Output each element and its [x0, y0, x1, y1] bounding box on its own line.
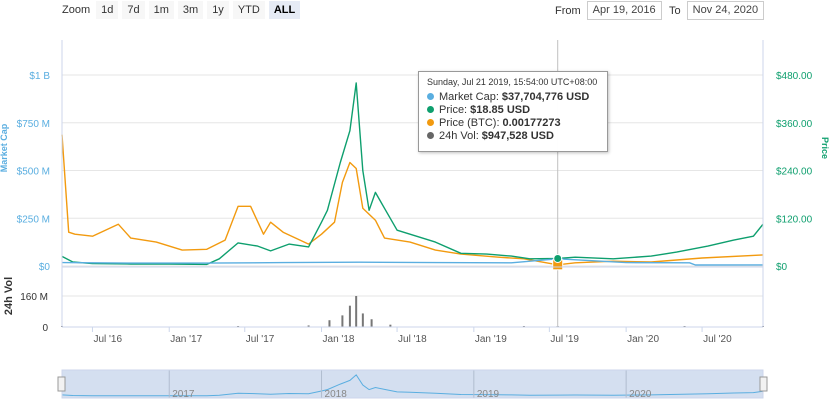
tooltip-header: Sunday, Jul 21 2019, 15:54:00 UTC+08:00	[427, 77, 598, 87]
tooltip-row-market-cap: Market Cap: $37,704,776 USD	[427, 90, 599, 103]
x-axis-tick-label: Jan '20	[627, 334, 659, 345]
tooltip-row-price: Price: $18.85 USD	[427, 103, 599, 116]
date-range-to: To Nov 24, 2020	[669, 1, 765, 20]
price-marker	[553, 253, 563, 263]
right-axis-tick-label: $360.00	[776, 119, 813, 130]
left-axis-tick-label: $500 M	[17, 167, 50, 178]
zoom-selector: Zoom 1d 7d 1m 3m 1y YTD ALL	[62, 1, 304, 19]
tooltip-label: Price (BTC):	[439, 116, 500, 129]
x-axis-tick-label: Jan '18	[323, 334, 355, 345]
volume-axis-tick-label: 160 M	[20, 292, 48, 303]
volume-axis-title: 24h Vol	[3, 277, 15, 315]
date-range-from: From Apr 19, 2016	[555, 1, 662, 20]
left-axis-tick-label: $750 M	[17, 119, 50, 130]
to-label: To	[669, 4, 681, 17]
tooltip-label: Price:	[439, 103, 468, 116]
right-axis-tick-label: $240.00	[776, 167, 813, 178]
zoom-label: Zoom	[62, 4, 91, 16]
price-btc-dot-icon	[427, 119, 434, 126]
volume-bar	[328, 320, 331, 327]
navigator-tick-label: 2020	[629, 389, 652, 400]
tooltip-value: $18.85 USD	[470, 103, 531, 116]
x-axis-tick-label: Jul '16	[93, 334, 122, 345]
zoom-button-all[interactable]: ALL	[268, 1, 301, 19]
volume-bar	[361, 313, 364, 327]
tooltip-value: $37,704,776 USD	[501, 90, 590, 103]
right-axis-tick-label: $120.00	[776, 214, 813, 225]
tooltip-value: 0.00177273	[502, 116, 561, 129]
x-axis-tick-label: Jan '17	[170, 334, 202, 345]
x-axis-tick-label: Jul '19	[550, 334, 579, 345]
x-axis-tick-label: Jan '19	[475, 334, 507, 345]
navigator-tick-label: 2018	[325, 389, 348, 400]
left-axis-tick-label: $250 M	[17, 214, 50, 225]
right-axis-tick-label: $0	[776, 262, 788, 273]
market-cap-line	[61, 258, 764, 266]
volume-bar	[389, 324, 392, 327]
tooltip: Sunday, Jul 21 2019, 15:54:00 UTC+08:00 …	[418, 71, 608, 152]
tooltip-label: 24h Vol:	[439, 129, 479, 142]
price-line	[61, 82, 764, 266]
right-axis-tick-label: $480.00	[776, 71, 813, 82]
x-axis-tick-label: Jul '20	[703, 334, 732, 345]
tooltip-label: Market Cap:	[439, 90, 499, 103]
volume-bar	[370, 319, 373, 327]
x-axis-tick-label: Jul '18	[398, 334, 427, 345]
left-axis-title: Market Cap	[0, 123, 9, 172]
navigator-series	[61, 374, 764, 397]
to-date-input[interactable]: Nov 24, 2020	[686, 1, 765, 20]
zoom-button-3m[interactable]: 3m	[177, 1, 204, 19]
navigator-handle-right[interactable]	[759, 376, 768, 392]
tooltip-row-price-btc: Price (BTC): 0.00177273	[427, 116, 599, 129]
left-axis-tick-label: $1 B	[29, 71, 50, 82]
volume-dot-icon	[427, 132, 434, 139]
market-cap-dot-icon	[427, 93, 434, 100]
volume-axis-tick-label: 0	[42, 323, 48, 334]
volume-bar	[341, 315, 344, 327]
zoom-button-1m[interactable]: 1m	[148, 1, 174, 19]
left-axis-tick-label: $0	[39, 262, 51, 273]
zoom-button-7d[interactable]: 7d	[122, 1, 145, 19]
x-axis-tick-label: Jul '17	[246, 334, 275, 345]
navigator-selection	[62, 370, 763, 398]
zoom-button-ytd[interactable]: YTD	[232, 1, 265, 19]
navigator-tick-label: 2017	[172, 389, 195, 400]
zoom-button-1y[interactable]: 1y	[207, 1, 229, 19]
zoom-button-1d[interactable]: 1d	[96, 1, 119, 19]
price-dot-icon	[427, 106, 434, 113]
navigator-tick-label: 2019	[477, 389, 500, 400]
from-label: From	[555, 4, 581, 17]
from-date-input[interactable]: Apr 19, 2016	[586, 1, 662, 20]
volume-bar	[348, 305, 351, 327]
volume-bar	[355, 296, 358, 327]
navigator-handle-left[interactable]	[57, 376, 66, 392]
right-axis-title: Price	[820, 137, 830, 159]
price-btc-line	[61, 134, 764, 266]
tooltip-row-volume: 24h Vol: $947,528 USD	[427, 129, 599, 142]
volume-bar	[307, 325, 310, 327]
tooltip-value: $947,528 USD	[481, 129, 554, 142]
